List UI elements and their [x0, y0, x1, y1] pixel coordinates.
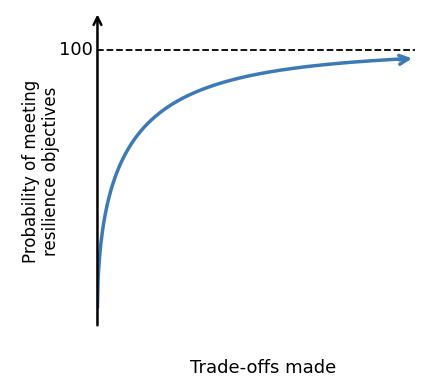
Text: Trade-offs made: Trade-offs made	[190, 359, 337, 377]
Text: Probability of meeting
resilience objectives: Probability of meeting resilience object…	[22, 80, 60, 263]
Text: 100: 100	[58, 41, 93, 59]
